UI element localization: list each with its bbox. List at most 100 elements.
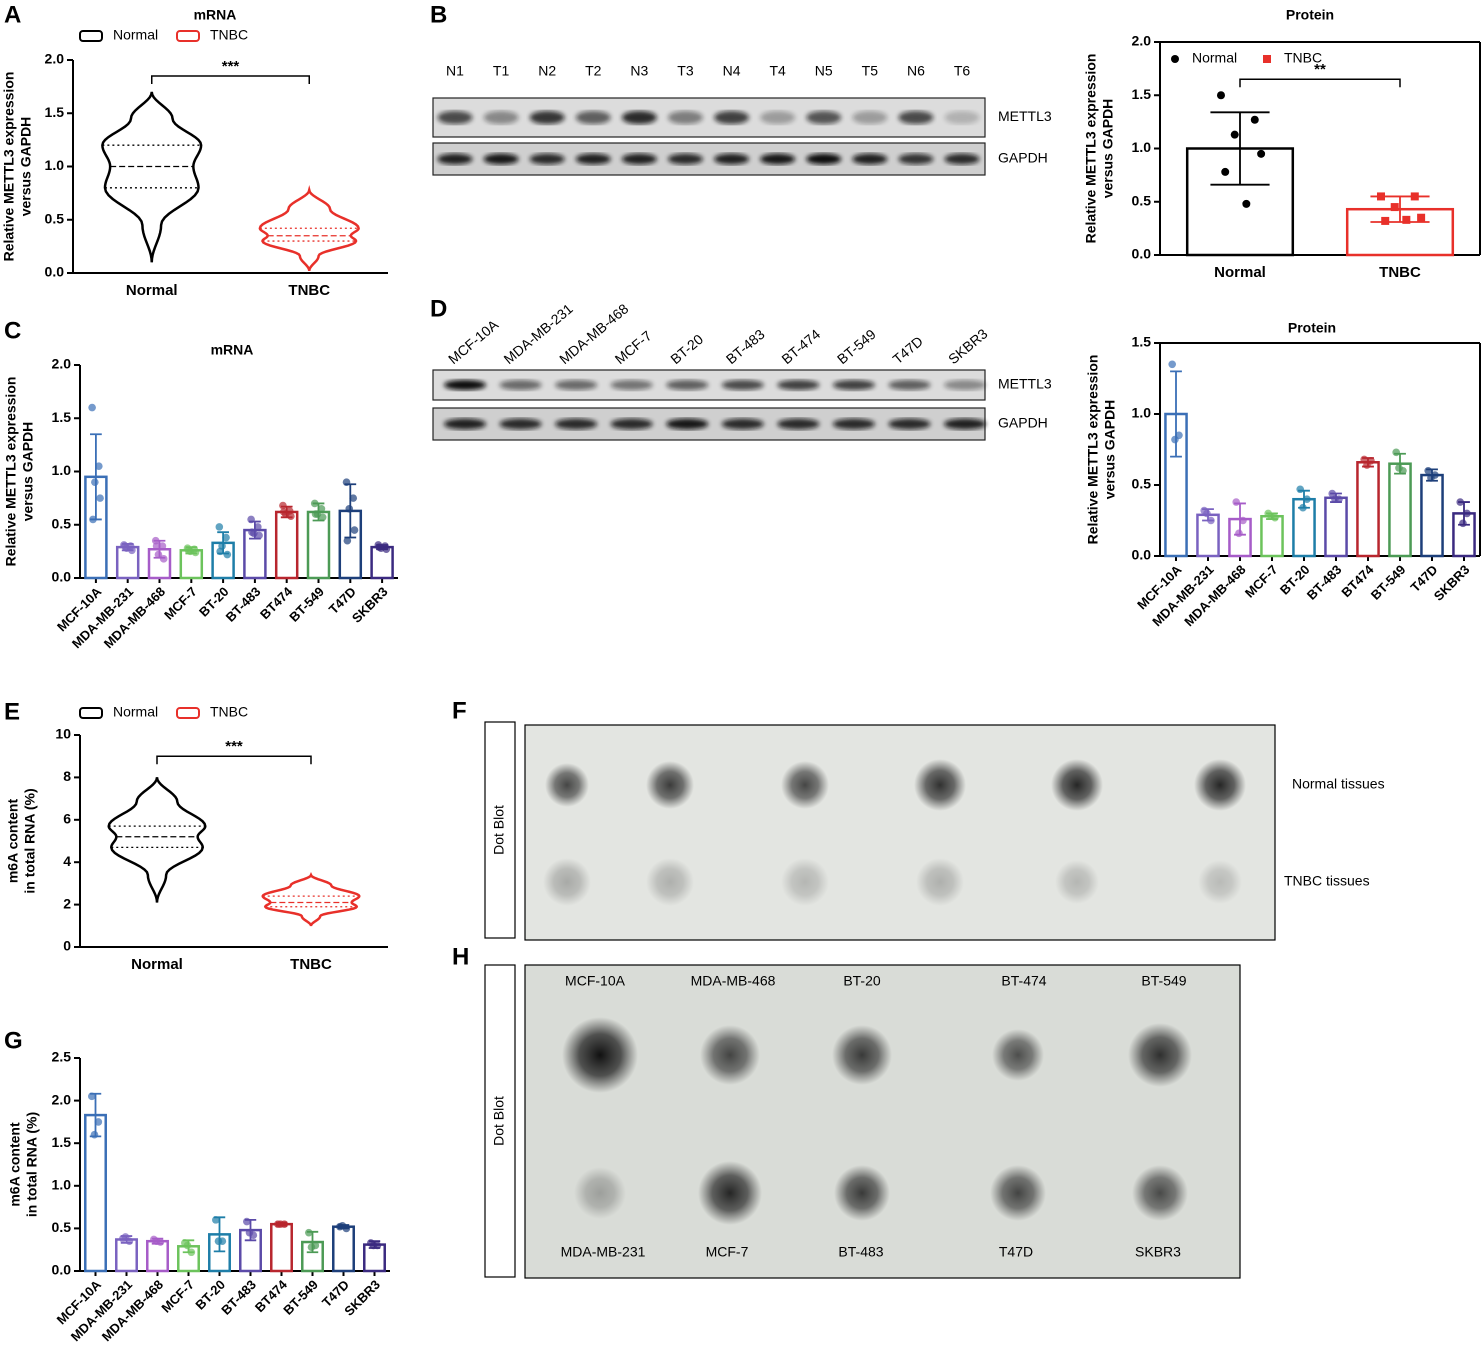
data-point xyxy=(223,550,232,559)
data-point xyxy=(1242,199,1251,208)
error-bar xyxy=(153,539,166,559)
dot-label: MDA-MB-231 xyxy=(561,1244,646,1260)
y-axis-label: Relative METTL3 expression xyxy=(1083,54,1099,244)
panel-letter: B xyxy=(430,1,447,28)
chart: 0 2 4 6 8 10 m6A content in total RNA (%) E Norma… xyxy=(4,698,388,973)
error-bar xyxy=(121,543,134,552)
error-bar xyxy=(217,531,229,555)
blot-band xyxy=(944,110,980,125)
membrane xyxy=(524,964,1241,1279)
data-point xyxy=(279,508,288,516)
error-bar xyxy=(306,1230,319,1254)
data-point xyxy=(1296,485,1304,494)
blot-band xyxy=(943,379,987,391)
data-point xyxy=(1402,215,1411,224)
side-label: Dot Blot xyxy=(491,805,507,855)
chart: 0.0 0.5 1.0 1.5 2.0 Relative METTL3 expressio… xyxy=(1,1,388,299)
data-point xyxy=(254,523,262,531)
data-point xyxy=(248,528,256,537)
y-axis-label: Relative METTL3 expression xyxy=(3,377,19,567)
data-point xyxy=(1171,435,1179,444)
x-tick-label: BT-549 xyxy=(286,584,327,625)
x-tick-label: TNBC xyxy=(288,282,330,299)
blot-band xyxy=(529,153,565,165)
data-point xyxy=(159,555,168,563)
blot-band xyxy=(714,153,750,165)
data-point xyxy=(1203,509,1211,518)
dot xyxy=(914,759,966,811)
blot-band xyxy=(721,418,764,430)
blot-band xyxy=(852,110,888,125)
legend-label: TNBC xyxy=(210,704,248,720)
data-point xyxy=(1230,130,1239,139)
blot-band xyxy=(806,110,842,125)
error-bar xyxy=(1210,111,1270,186)
y-tick-label: 2.0 xyxy=(1132,33,1152,49)
data-point xyxy=(1168,360,1176,369)
panel-letter: F xyxy=(452,697,467,724)
bar xyxy=(1260,514,1284,558)
data-point xyxy=(1239,516,1247,525)
data-point xyxy=(1232,498,1240,506)
chart-title: mRNA xyxy=(211,342,254,358)
dot xyxy=(562,1017,638,1093)
data-point xyxy=(243,1217,251,1226)
error-bar xyxy=(1362,457,1374,468)
dot xyxy=(990,1165,1046,1221)
lane-label: T3 xyxy=(677,63,694,79)
row-label: TNBC tissues xyxy=(1284,873,1370,889)
membrane xyxy=(524,724,1276,941)
data-point xyxy=(1303,495,1311,504)
dot-blot: H Dot Blot MCF-10A MDA-MB-468 BT-20 BT-474 BT-… xyxy=(452,943,1241,1279)
blot-band xyxy=(721,379,764,391)
lane-label: BT-20 xyxy=(667,331,706,367)
error-bar xyxy=(275,1221,288,1227)
row-label: METTL3 xyxy=(998,108,1052,124)
error-bar xyxy=(1330,492,1342,503)
bar xyxy=(84,1113,107,1273)
blot-band xyxy=(888,418,931,430)
significance-label: ** xyxy=(1314,61,1326,78)
y-tick-label: 1.5 xyxy=(1132,334,1152,350)
violin xyxy=(258,185,360,272)
y-tick-label: 0.5 xyxy=(52,515,72,531)
dot-label: BT-549 xyxy=(1141,973,1186,989)
dot xyxy=(834,1165,890,1221)
dot xyxy=(700,1025,760,1085)
error-bar xyxy=(312,502,325,522)
data-point xyxy=(1392,448,1400,457)
bar xyxy=(115,1238,138,1273)
panel-letter: G xyxy=(4,1027,23,1054)
violin xyxy=(261,871,361,927)
significance-bracket xyxy=(151,75,310,84)
data-point xyxy=(158,542,167,550)
western-blot: B N1 T1 N2 T2 N3 T3 N4 T4 N5 T5 N6 T6 METTL3 GAPDH xyxy=(430,1,1052,176)
error-bar xyxy=(249,520,261,540)
y-tick-label: 2 xyxy=(63,895,71,911)
data-point xyxy=(1257,149,1266,158)
x-tick-label: SKBR3 xyxy=(349,584,391,626)
error-bar xyxy=(344,483,357,539)
row-label: METTL3 xyxy=(998,376,1052,392)
x-tick-label: TNBC xyxy=(1379,264,1421,281)
panel-letter: D xyxy=(430,295,447,322)
x-tick-label: TNBC xyxy=(290,956,332,973)
blot-band xyxy=(714,110,750,125)
data-point xyxy=(317,504,326,513)
x-tick-label: Normal xyxy=(131,956,183,973)
y-axis-label: Relative METTL3 expression xyxy=(1,72,17,262)
y-axis-label: Relative METTL3 expression xyxy=(1085,355,1101,545)
y-axis-label: versus GAPDH xyxy=(1102,400,1118,500)
data-point xyxy=(287,512,295,521)
data-point xyxy=(152,542,161,550)
data-point xyxy=(1216,91,1225,100)
y-tick-label: 10 xyxy=(55,726,71,742)
data-point xyxy=(183,1241,192,1250)
dot xyxy=(574,1167,626,1219)
violin xyxy=(101,91,203,263)
error-bar xyxy=(1298,489,1310,509)
blot-band xyxy=(443,379,487,391)
y-tick-label: 2.0 xyxy=(52,356,72,372)
bar xyxy=(306,510,331,580)
blot-band xyxy=(888,379,931,391)
